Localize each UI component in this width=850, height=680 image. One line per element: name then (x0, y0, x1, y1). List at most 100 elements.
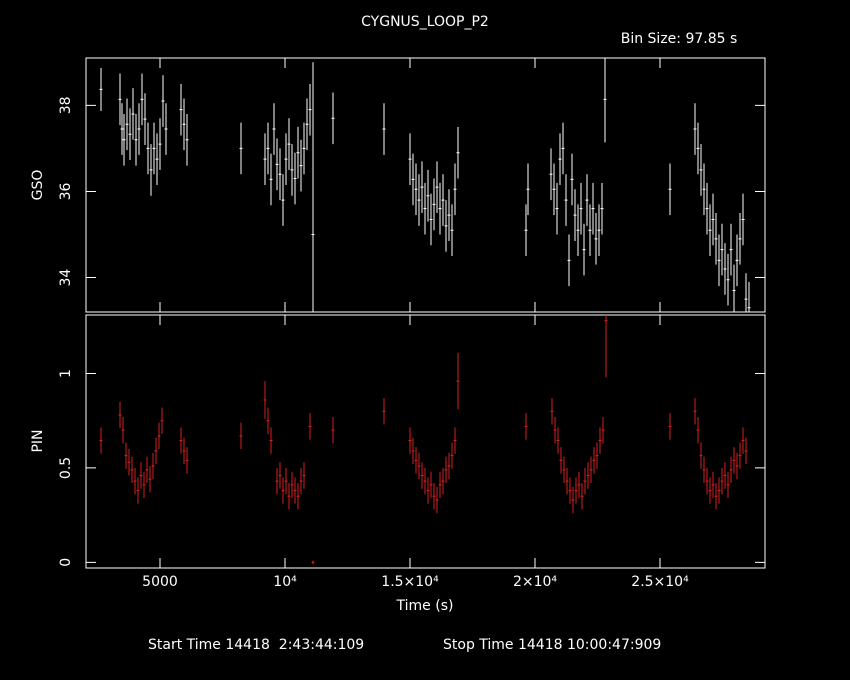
error-bar (417, 452, 421, 480)
error-bar (299, 467, 303, 495)
error-bar (148, 466, 152, 493)
error-bar (582, 223, 586, 276)
error-bar (284, 467, 288, 495)
error-bar (269, 153, 273, 206)
error-bar (272, 103, 276, 155)
error-bar (305, 98, 309, 151)
error-bar (726, 253, 730, 306)
error-bar (735, 234, 739, 287)
error-bar (729, 456, 733, 484)
error-bar (278, 148, 282, 201)
error-bar (185, 447, 189, 474)
error-bar (122, 113, 126, 166)
x-axis-label: Time (s) (396, 598, 454, 614)
error-bar (435, 486, 439, 514)
chart-title: CYGNUS_LOOP_P2 (361, 14, 489, 30)
error-bar (263, 133, 267, 185)
error-bar (444, 456, 448, 484)
error-bar (441, 467, 445, 495)
error-bar (125, 98, 129, 151)
error-bar (136, 477, 140, 504)
error-bar (133, 467, 137, 495)
start-time: Start Time 14418 2:43:44:109 (148, 637, 364, 653)
error-bar (723, 243, 727, 295)
error-bar (741, 193, 745, 246)
error-bar (589, 456, 593, 484)
error-bar (447, 189, 451, 241)
error-bar (157, 422, 161, 450)
error-bar (720, 467, 724, 495)
y-tick-label: 34 (58, 269, 74, 287)
error-bar (453, 427, 457, 454)
error-bar (600, 182, 604, 235)
error-bar (735, 452, 739, 480)
y-axis-label: GSO (30, 170, 46, 201)
error-bar (142, 471, 146, 499)
error-bar (711, 471, 715, 499)
y-tick-label: 0 (58, 558, 74, 567)
error-bar (741, 427, 745, 454)
error-bar (526, 163, 530, 216)
error-bar (565, 467, 569, 495)
error-bar (729, 223, 733, 276)
error-bar (738, 442, 742, 469)
error-bar (128, 108, 132, 161)
x-tick-label: 10⁴ (273, 574, 297, 590)
error-bar (558, 133, 562, 185)
stop-time: Stop Time 14418 10:00:47:909 (443, 637, 661, 653)
error-bar (720, 223, 724, 276)
error-bar (559, 447, 563, 474)
error-bar (284, 133, 288, 185)
error-bar (583, 467, 587, 495)
error-bar (160, 407, 164, 434)
error-bar (456, 126, 460, 179)
error-bar (744, 437, 748, 465)
error-bar (524, 204, 528, 257)
error-bar (164, 103, 168, 155)
error-bar (726, 471, 730, 499)
error-bar (423, 182, 427, 235)
error-bar (408, 133, 412, 185)
error-bar (121, 416, 125, 444)
error-bar (591, 182, 595, 235)
error-bar (118, 401, 122, 429)
error-bar (586, 462, 590, 489)
error-bar (447, 452, 451, 480)
error-bar (158, 118, 162, 170)
error-bar (549, 148, 553, 201)
error-bar (450, 204, 454, 257)
error-bar (693, 103, 697, 155)
error-bar (423, 467, 427, 495)
error-bar (732, 447, 736, 474)
y-tick-label: 36 (58, 182, 74, 200)
error-bar (302, 462, 306, 489)
error-bar (555, 182, 559, 235)
error-bar (432, 178, 436, 231)
y-tick-label: 38 (58, 96, 74, 114)
error-bar (331, 416, 335, 444)
error-bar (693, 398, 697, 425)
error-bar (435, 161, 439, 213)
x-tick-label: 2.5×10⁴ (631, 574, 689, 590)
y-tick-label: 1 (58, 369, 74, 378)
error-bar (604, 315, 608, 378)
error-bar (182, 437, 186, 465)
x-tick-label: 2×10⁴ (513, 574, 557, 590)
error-bar (550, 398, 554, 425)
error-bar (99, 427, 103, 454)
error-bar (154, 437, 158, 465)
error-bar (296, 483, 300, 510)
error-bar (287, 118, 291, 170)
error-bar (438, 182, 442, 235)
error-bar (702, 456, 706, 484)
error-bar (597, 204, 601, 257)
error-bar (702, 163, 706, 216)
error-bar (185, 113, 189, 166)
error-bar (131, 88, 135, 140)
error-bar (127, 449, 131, 476)
error-bar (137, 103, 141, 155)
error-bar (696, 416, 700, 444)
error-bar (429, 193, 433, 246)
error-bar (699, 442, 703, 469)
error-bar (152, 122, 156, 175)
